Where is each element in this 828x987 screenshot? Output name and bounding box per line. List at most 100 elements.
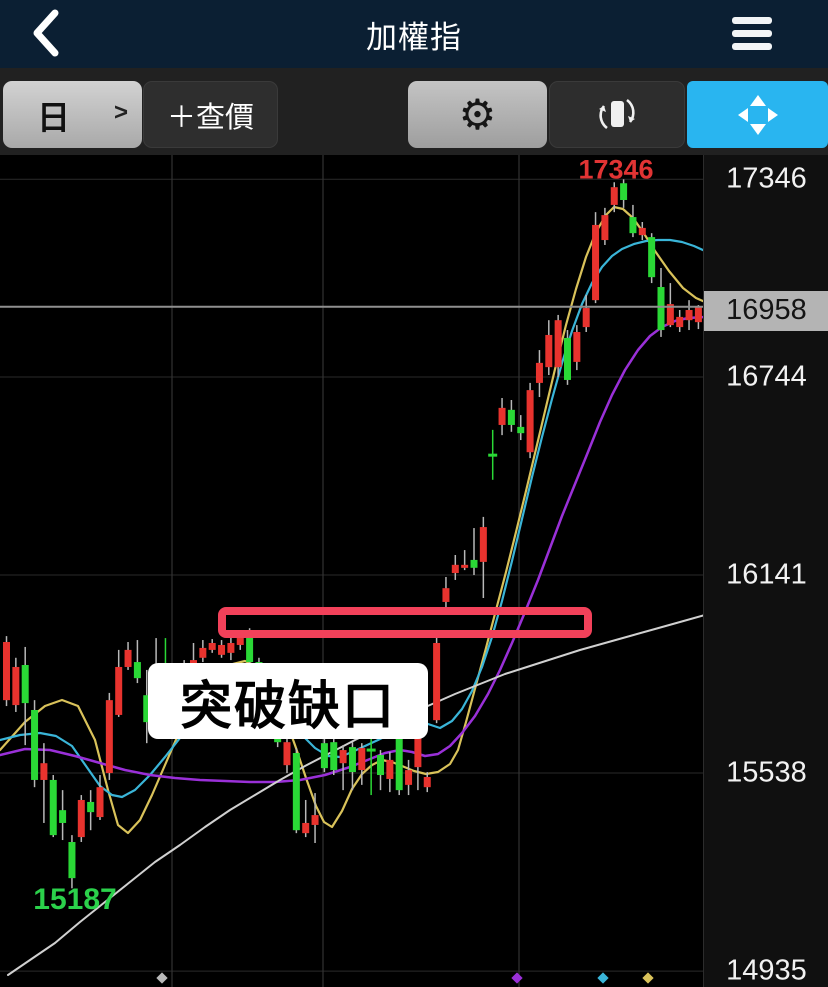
candle-body (236, 635, 244, 645)
candle-body (498, 407, 506, 425)
move-arrows-icon (737, 94, 778, 135)
candle-body (423, 776, 431, 788)
axis-price-label: 17346 (726, 162, 807, 195)
candle-body (283, 742, 291, 766)
candle-body (330, 742, 338, 771)
axis-price-label: 15538 (726, 756, 807, 789)
candle-body (694, 306, 702, 323)
candle-body (601, 215, 609, 241)
candle-body (592, 224, 600, 301)
candle-body (12, 666, 20, 706)
candle-body (554, 320, 562, 368)
add-quote-button[interactable]: ＋查價 (143, 81, 278, 148)
candle-body (414, 727, 422, 768)
ma-end-marker (642, 972, 654, 984)
ma-end-marker (511, 972, 523, 984)
back-chevron-icon (33, 9, 59, 57)
current-price-badge: 16958 (704, 290, 828, 331)
rotate-phone-icon (599, 98, 635, 129)
candle-body (199, 647, 207, 658)
candle-body (348, 747, 356, 773)
breakout-gap-label: 突破缺口 (148, 663, 428, 739)
candle-body (105, 700, 113, 774)
candle-body (339, 750, 347, 764)
candle-body (311, 815, 319, 825)
candle-body (208, 643, 216, 650)
low-price-label: 15187 (33, 883, 117, 916)
candlestick-chart (0, 155, 705, 987)
candle-body (545, 334, 553, 368)
candle-body (461, 564, 469, 568)
ma-fast (0, 205, 705, 835)
candle-body (377, 754, 384, 776)
chart-toolbar: 日 > ＋查價 ⚙ (0, 68, 828, 155)
candle-body (507, 409, 515, 425)
candle-body (68, 842, 76, 879)
candle-body (21, 665, 29, 704)
candle-body (227, 643, 235, 653)
price-axis[interactable]: 17346 16744 16141 15538 14935 16958 (703, 155, 828, 987)
candle-body (133, 662, 141, 679)
ma-slow (0, 315, 705, 784)
chart-canvas[interactable]: 突破缺口 17346 15187 (0, 155, 705, 987)
high-price-label: 17346 (578, 154, 654, 185)
candle-body (115, 666, 123, 715)
candle-body (87, 801, 95, 813)
candle-body (638, 227, 646, 236)
candle-body (40, 763, 48, 780)
period-label: 日 (37, 98, 70, 136)
candle-body (648, 237, 656, 278)
candle-body (292, 753, 300, 831)
candle-body (526, 390, 534, 453)
candle-body (3, 642, 10, 701)
candle-body (442, 588, 450, 602)
candle-body (59, 810, 67, 823)
candle-body (433, 643, 441, 721)
candle-body (629, 217, 637, 234)
candle-body (302, 822, 310, 834)
header-bar: 加權指 (0, 0, 828, 68)
menu-button[interactable] (732, 12, 776, 54)
candle-body (564, 337, 571, 380)
candle-body (320, 743, 328, 769)
axis-price-label: 16141 (726, 558, 807, 591)
candle-body (451, 564, 459, 574)
candle-body (49, 779, 57, 836)
back-button[interactable] (22, 8, 70, 58)
ma-end-marker (597, 972, 609, 984)
rotate-screen-button[interactable] (549, 81, 685, 148)
candle-body (218, 644, 226, 655)
candle-body (620, 183, 628, 200)
candle-body (610, 187, 618, 205)
axis-price-label: 14935 (726, 954, 807, 987)
candle-body (77, 799, 85, 838)
gear-icon: ⚙ (458, 90, 497, 138)
period-button[interactable]: 日 > (3, 81, 142, 148)
candle-body (124, 649, 132, 667)
candle-body (96, 787, 104, 818)
gap-annotation-box (218, 607, 592, 638)
candle-body (573, 332, 581, 362)
candle-body (31, 709, 39, 780)
candle-body (582, 308, 590, 328)
candle-body (386, 759, 394, 779)
add-quote-label: ＋查價 (166, 101, 254, 134)
candle-body (479, 527, 487, 562)
ma-long (7, 614, 705, 976)
chevron-right-icon: > (113, 99, 128, 126)
candle-body (685, 310, 693, 321)
candle-body (535, 362, 543, 383)
hamburger-icon (732, 16, 772, 24)
candle-body (358, 748, 366, 771)
axis-price-label: 16744 (726, 360, 807, 393)
fullscreen-button[interactable] (687, 81, 828, 148)
candle-body (666, 304, 674, 326)
candle-body (657, 287, 665, 331)
settings-button[interactable]: ⚙ (408, 81, 547, 148)
candle-body (405, 770, 413, 785)
candle-body (395, 732, 403, 791)
candle-body (246, 633, 254, 663)
page-title: 加權指 (366, 19, 462, 55)
candle-body (470, 559, 478, 568)
